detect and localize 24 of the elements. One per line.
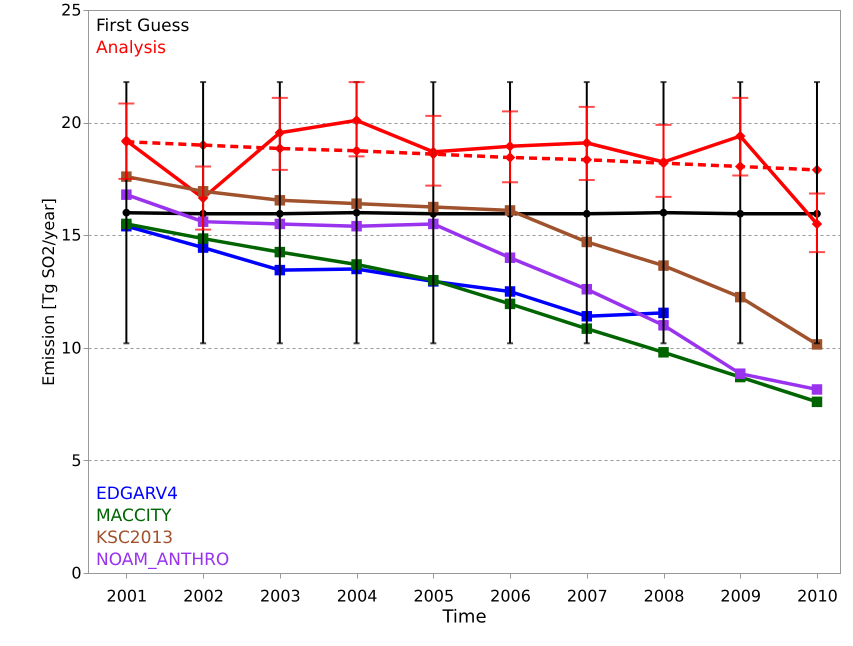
x-tick-label: 2005 — [413, 586, 454, 606]
y-tick-label: 25 — [61, 0, 82, 20]
x-tick-label: 2002 — [183, 586, 224, 606]
y-axis-title: Emission [Tg SO2/year] — [39, 198, 58, 386]
text: MACCITY — [96, 506, 172, 526]
text: EDGARV4 — [96, 484, 178, 504]
x-tick-label: 2003 — [260, 586, 301, 606]
x-axis-title: Time — [441, 606, 487, 628]
x-tick-label: 2004 — [336, 586, 378, 606]
text: Analysis — [96, 38, 166, 58]
text: KSC2013 — [96, 528, 174, 548]
y-tick-label: 15 — [61, 226, 82, 245]
x-tick-label: 2001 — [106, 586, 148, 606]
x-tick-label: 2010 — [797, 586, 838, 606]
y-tick-label: 0 — [71, 564, 82, 582]
text: First Guess — [96, 16, 190, 36]
x-tick-label: 2008 — [644, 586, 684, 606]
y-tick-label: 5 — [71, 450, 82, 470]
x-tick-label: 2007 — [566, 586, 608, 606]
text: NOAM_ANTHRO — [96, 550, 230, 570]
x-tick-label: 2009 — [720, 586, 762, 606]
y-tick-label: 10 — [61, 338, 82, 358]
y-tick-label: 20 — [61, 113, 82, 132]
x-tick-label: 2006 — [490, 586, 531, 606]
